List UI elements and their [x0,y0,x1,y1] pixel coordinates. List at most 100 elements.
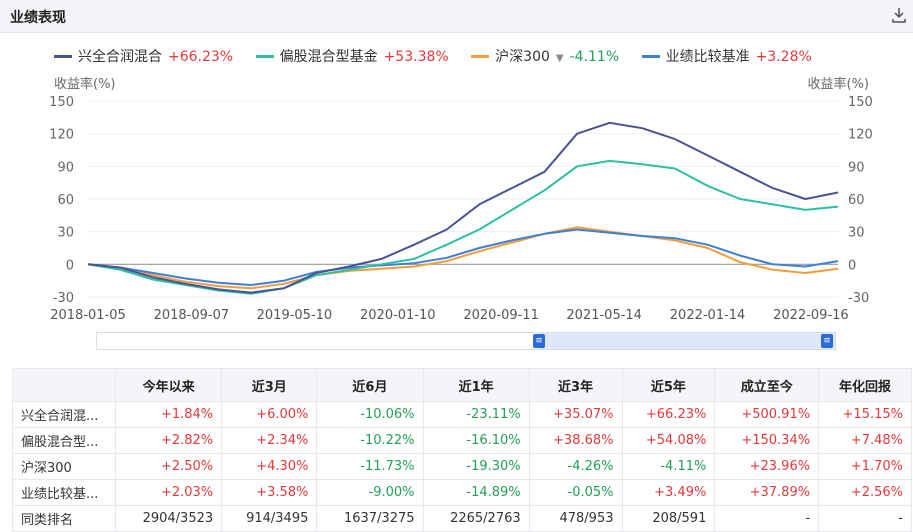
table-cell: 2265/2763 [422,505,530,532]
performance-table: 今年以来 近3月 近6月 近1年 近3年 近5年 成立至今 年化回报 兴全合润混… [12,368,912,532]
y-tick-label-right: 90 [848,160,865,175]
x-tick-label: 2021-05-14 [566,308,642,323]
y-tick-label-right: -30 [848,291,869,306]
table-cell: +3.58% [221,479,318,506]
column-header: 近6月 [316,368,424,402]
legend-label: 沪深300 [495,49,550,65]
x-tick-label: 2020-01-10 [360,308,436,323]
x-tick-label: 2019-05-10 [257,308,333,323]
table-cell: -23.11% [422,401,530,428]
performance-line-chart[interactable]: 150 150 120 120 90 90 60 60 30 30 0 0 -30 -30 2018-01-… [0,88,913,324]
legend-item-fund[interactable]: 兴全合润混合 +66.23% [54,46,233,66]
slider-handle-left[interactable]: ≡ [533,334,545,348]
y-tick-label-left: 120 [49,128,74,143]
table-cell: +2.82% [114,427,223,454]
table-cell: -10.06% [316,401,424,428]
column-header [12,368,116,402]
table-cell: +2.34% [221,427,318,454]
table-cell: +23.96% [714,453,820,480]
table-cell: +35.07% [528,401,623,428]
column-header: 今年以来 [114,368,223,402]
row-label: 兴全合润混... [12,401,116,428]
legend-swatch [471,54,490,58]
section-title: 业绩表现 [10,10,66,26]
y-tick-label-left: 60 [57,193,74,208]
table-cell: 478/953 [528,505,623,532]
table-cell: -10.22% [316,427,424,454]
column-header: 近5年 [621,368,716,402]
table-cell: -16.10% [422,427,530,454]
y-tick-label-right: 120 [848,128,873,143]
series-line [87,226,839,290]
table-cell: 914/3495 [221,505,318,532]
table-cell: 1637/3275 [316,505,424,532]
legend-item-index[interactable]: 沪深300 ▼ -4.11% [471,46,619,66]
date-range-slider[interactable]: ≡ ≡ [96,332,836,350]
table-cell: +150.34% [714,427,820,454]
table-cell: -0.05% [528,479,623,506]
table-cell: -19.30% [422,453,530,480]
table-cell: +54.08% [621,427,716,454]
row-label: 沪深300 [12,453,116,480]
table-cell: +7.48% [818,427,912,454]
row-label: 偏股混合型... [12,427,116,454]
table-row: 偏股混合型... +2.82% +2.34% -10.22% -16.10% +38.68… [12,427,912,454]
legend-swatch [54,54,72,58]
legend-label: 兴全合润混合 [78,49,162,65]
row-label: 业绩比较基... [12,479,116,506]
column-header: 成立至今 [714,368,820,402]
legend-value: +3.28% [755,49,812,65]
y-tick-label-right: 0 [848,258,856,273]
legend-item-category[interactable]: 偏股混合型基金 +53.38% [255,46,449,66]
y-tick-label-right: 150 [848,95,873,110]
y-tick-label-left: -30 [53,291,74,306]
legend-swatch [255,54,274,58]
table-row: 同类排名 2904/3523 914/3495 1637/3275 2265/2763 4… [12,505,912,532]
y-axis-unit-left: 收益率(%) [54,77,116,92]
table-cell: 208/591 [621,505,716,532]
x-tick-label: 2020-09-11 [463,308,539,323]
x-tick-label: 2022-09-16 [773,308,849,323]
table-row: 沪深300 +2.50% +4.30% -11.73% -19.30% -4.26% -4.… [12,453,912,480]
legend-label: 偏股混合型基金 [279,49,378,65]
legend-value: +53.38% [383,49,449,65]
table-cell: +6.00% [221,401,318,428]
chart-legend: 兴全合润混合 +66.23% 偏股混合型基金 +53.38% 沪深300 ▼ -4.11… [54,46,830,66]
series-line [87,228,839,286]
y-tick-label-left: 150 [49,95,74,110]
table-row: 兴全合润混... +1.84% +6.00% -10.06% -23.11% +35.07… [12,401,912,428]
table-cell: +1.70% [818,453,912,480]
table-cell: +1.84% [114,401,223,428]
y-tick-label-right: 30 [848,226,865,241]
table-cell: +2.50% [114,453,223,480]
column-header: 近1年 [422,368,530,402]
x-tick-label: 2022-01-14 [670,308,746,323]
dropdown-caret-icon[interactable]: ▼ [555,53,564,64]
table-cell: +66.23% [621,401,716,428]
table-cell: +38.68% [528,427,623,454]
series-line [87,121,839,294]
table-cell: +4.30% [221,453,318,480]
table-cell: +2.56% [818,479,912,506]
y-tick-label-left: 90 [57,160,74,175]
download-icon[interactable] [891,6,907,24]
legend-label: 业绩比较基准 [665,49,750,65]
y-tick-label-right: 60 [848,193,865,208]
column-header: 年化回报 [818,368,912,402]
slider-handle-right[interactable]: ≡ [821,334,833,348]
table-cell: -4.11% [621,453,716,480]
legend-item-benchmark[interactable]: 业绩比较基准 +3.28% [641,46,812,66]
column-header: 近3月 [221,368,318,402]
x-tick-label: 2018-01-05 [50,308,126,323]
y-tick-label-left: 0 [66,258,74,273]
table-cell: +37.89% [714,479,820,506]
table-cell: -11.73% [316,453,424,480]
y-tick-label-left: 30 [57,226,74,241]
table-cell: -9.00% [316,479,424,506]
table-cell: +500.91% [714,401,820,428]
table-cell: -14.89% [422,479,530,506]
row-label: 同类排名 [12,505,116,532]
table-header-row: 今年以来 近3月 近6月 近1年 近3年 近5年 成立至今 年化回报 [12,368,912,402]
slider-selection[interactable] [539,333,835,349]
table-row: 业绩比较基... +2.03% +3.58% -9.00% -14.89% -0.05% +… [12,479,912,506]
